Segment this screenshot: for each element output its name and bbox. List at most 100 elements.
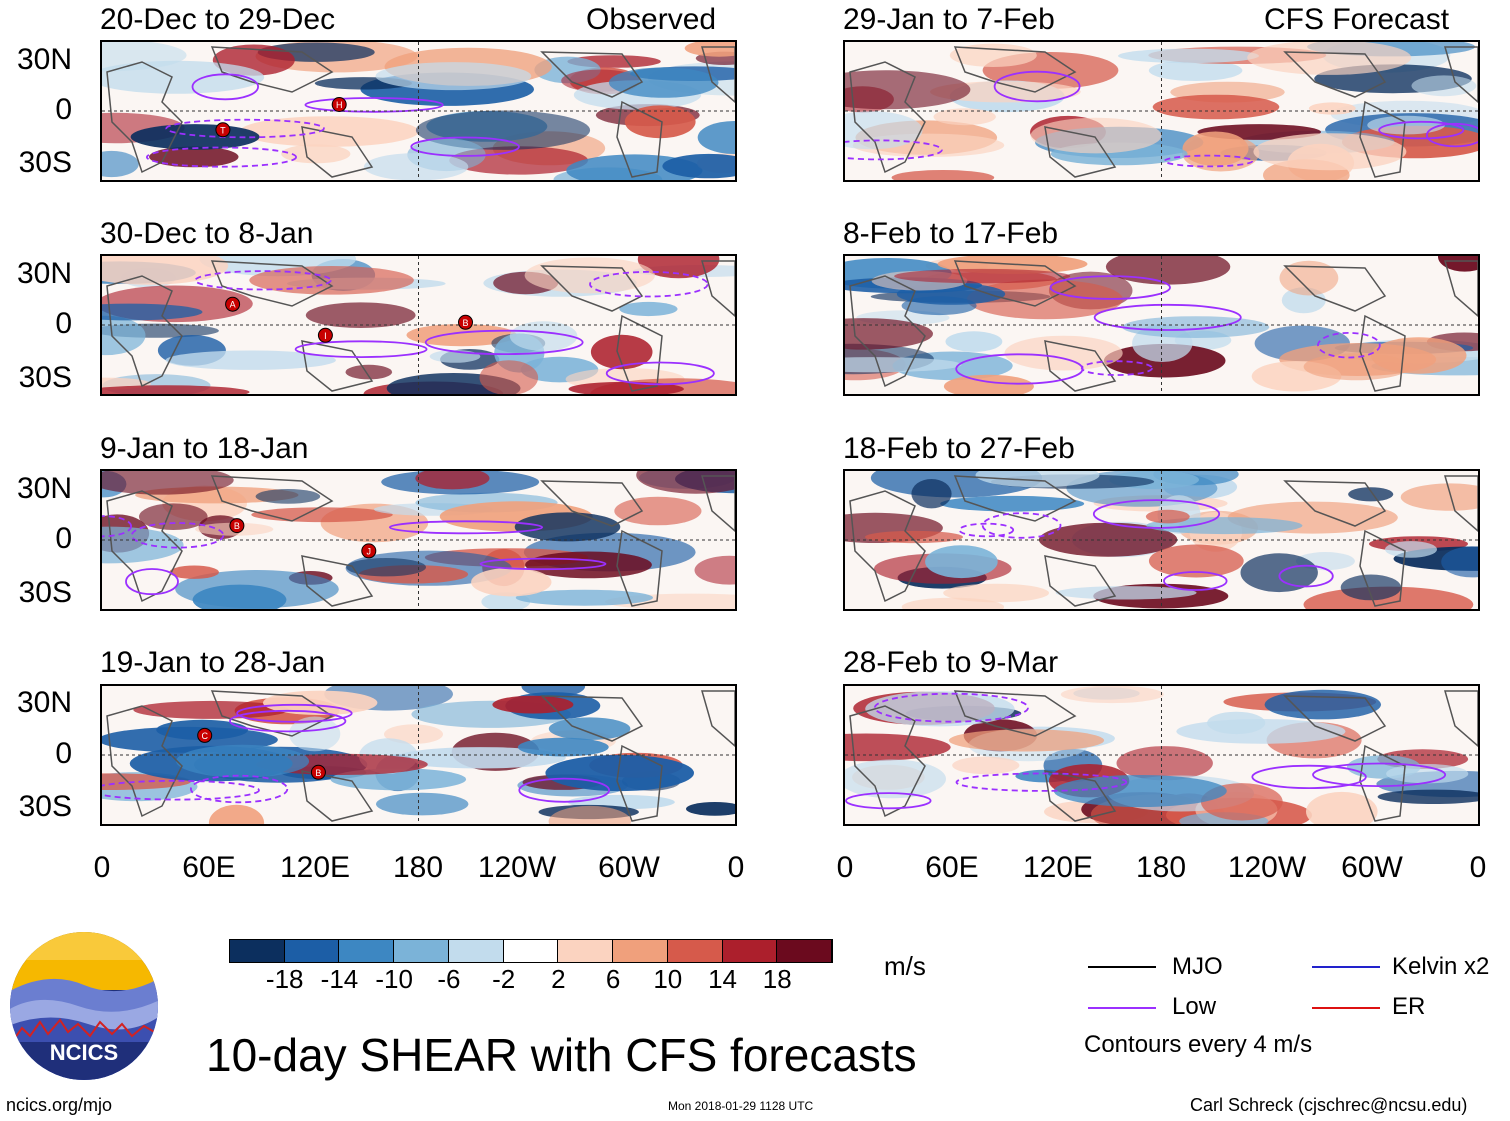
- cfs-forecast-label: CFS Forecast: [1264, 3, 1450, 36]
- colorbar-swatch: [558, 940, 614, 962]
- y-label-30s: 30S: [18, 361, 72, 394]
- coastline: [953, 690, 1077, 737]
- coastline: [701, 260, 735, 317]
- coastline: [1283, 480, 1387, 527]
- coastline: [1044, 555, 1117, 607]
- y-label-30s: 30S: [18, 790, 72, 823]
- colorbar-tick-label: -14: [320, 964, 359, 994]
- shear-anomaly-blob: [305, 302, 416, 328]
- shear-anomaly-blob: [363, 153, 469, 180]
- legend-label-er: ER: [1392, 993, 1426, 1020]
- shear-anomaly-blob: [395, 747, 566, 769]
- coastline: [953, 46, 1077, 93]
- colorbar-tick-label: 10: [653, 964, 683, 994]
- coastline: [1444, 46, 1478, 103]
- low-contour: [955, 772, 1128, 792]
- coastline: [849, 275, 926, 388]
- coastline: [701, 475, 735, 532]
- low-contour: [146, 146, 297, 168]
- legend-label-low: Low: [1172, 993, 1217, 1020]
- low-contour: [845, 792, 932, 810]
- low-contour: [165, 118, 325, 139]
- shear-anomaly-blob: [948, 729, 1105, 752]
- shear-anomaly-blob: [255, 489, 321, 504]
- low-contour: [1251, 764, 1367, 790]
- shear-anomaly-blob: [1122, 316, 1270, 338]
- shear-anomaly-blob: [1004, 335, 1123, 371]
- shear-anomaly-blob: [149, 146, 239, 168]
- shear-anomaly-blob: [1182, 131, 1249, 166]
- coastline: [849, 705, 926, 818]
- shear-anomaly-blob: [102, 315, 146, 356]
- low-contour: [589, 271, 709, 298]
- shear-anomaly-blob: [1038, 522, 1178, 557]
- shear-anomaly-blob: [925, 545, 998, 579]
- low-contour: [518, 777, 611, 803]
- tropical-cyclone-icon: T: [215, 122, 231, 138]
- shear-anomaly-blob: [169, 565, 219, 579]
- coastline: [301, 126, 374, 178]
- shear-anomaly-blob: [894, 268, 1071, 284]
- shear-anomaly-blob: [1240, 553, 1318, 593]
- shear-anomaly-blob: [694, 555, 735, 585]
- low-contour: [955, 353, 1084, 385]
- colorbar-swatch: [230, 940, 285, 962]
- storm-letter: C: [201, 731, 208, 741]
- footer-author: Carl Schreck (cjschrec@ncsu.edu): [1190, 1095, 1468, 1115]
- low-contour: [958, 522, 1015, 538]
- tropical-cyclone-icon: H: [331, 97, 347, 112]
- panel-title-left-4: 19-Jan to 28-Jan: [100, 646, 326, 679]
- shear-anomaly-blob: [1145, 509, 1190, 524]
- low-contour: [605, 361, 715, 386]
- storm-letter: I: [324, 331, 327, 341]
- coastline: [540, 51, 644, 98]
- shear-anomaly-blob: [845, 733, 951, 762]
- colorbar-tick-label: -10: [375, 964, 413, 994]
- shear-anomaly-blob: [1306, 791, 1378, 824]
- legend-line-er: [1312, 1007, 1380, 1009]
- coastline: [301, 555, 374, 607]
- low-contour: [981, 512, 1062, 539]
- shear-anomaly-blob: [102, 303, 203, 321]
- shear-anomaly-blob: [619, 301, 678, 317]
- footer-url[interactable]: ncics.org/mjo: [6, 1095, 113, 1115]
- panel-title-right-4: 28-Feb to 9-Mar: [843, 646, 1059, 679]
- coastline: [1359, 744, 1406, 822]
- coastline: [540, 480, 644, 527]
- shear-anomaly-blob: [345, 364, 393, 380]
- shear-anomaly-blob: [1247, 42, 1412, 75]
- coastline: [1044, 340, 1117, 392]
- coastline: [701, 690, 735, 747]
- storm-letter: B: [462, 318, 468, 328]
- coastline: [210, 260, 334, 307]
- colorbar-swatch: [284, 940, 340, 962]
- shear-anomaly-blob: [1148, 544, 1244, 578]
- coastline: [106, 490, 183, 603]
- shear-anomaly-blob: [1207, 711, 1266, 735]
- storm-letter: A: [230, 300, 236, 310]
- shear-anomaly-blob: [102, 150, 139, 178]
- shear-anomaly-blob: [1367, 115, 1445, 135]
- shear-anomaly-blob: [249, 266, 414, 295]
- x-label-60w: 60W: [598, 851, 660, 884]
- x-label-0: 0: [727, 851, 745, 884]
- colorbar-swatch: [667, 940, 723, 962]
- x-label-0: 0: [93, 851, 111, 884]
- colorbar-tick-label: 14: [708, 964, 737, 994]
- low-contour: [410, 136, 520, 157]
- shear-anomaly-blob: [845, 759, 946, 799]
- shear-anomaly-blob: [1441, 546, 1478, 578]
- coastline: [701, 46, 735, 103]
- low-contour: [102, 515, 132, 538]
- low-contour: [424, 329, 584, 356]
- shear-anomaly-blob: [662, 153, 735, 179]
- shear-anomaly-blob: [975, 471, 1100, 488]
- shear-anomaly-blob: [415, 471, 490, 490]
- shear-anomaly-blob: [102, 471, 234, 495]
- y-label-eq: 0: [55, 93, 72, 126]
- coastline: [1444, 690, 1478, 747]
- coastline: [210, 475, 334, 522]
- colorbar-tick-label: 18: [762, 964, 792, 994]
- shear-anomaly-blob: [479, 360, 539, 394]
- y-label-30n: 30N: [16, 686, 72, 719]
